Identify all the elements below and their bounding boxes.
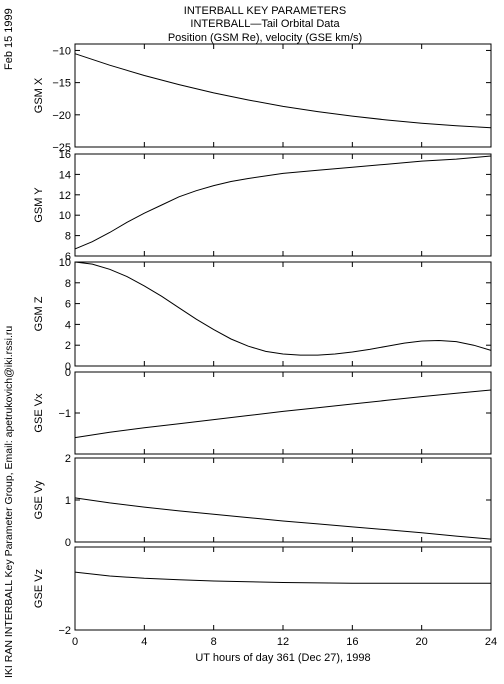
panel-1: −10 −15 −20 −25 GSM X [33,43,492,154]
x-tick-label: 8 [211,636,217,648]
x-tick-label: 24 [485,636,497,648]
panel-6: −2 GSE Vz [33,546,492,637]
y-tick-label: 2 [65,453,71,465]
y-tick-label: 6 [65,251,71,263]
y-tick-label: 16 [59,149,71,161]
chart-title-line-1: INTERBALL KEY PARAMETERS [184,5,346,17]
series-line [74,155,492,250]
x-axis-label: UT hours of day 361 (Dec 27), 1998 [195,652,370,664]
y-tick-label: −25 [52,142,71,154]
y-axis-label: GSM Y [33,187,45,223]
panel-4: 0 −1 GSE Vx [33,367,492,455]
x-tick-label: 12 [277,636,289,648]
series-line [74,389,492,439]
panel-frame [74,457,492,543]
chart-title-line-2: INTERBALL—Tail Orbital Data [190,18,340,30]
y-axis-label: GSE Vy [33,480,45,519]
y-tick-label: 8 [65,231,71,243]
x-tick-label: 4 [141,636,147,648]
y-axis-label: GSM Z [33,296,45,331]
y-tick-label: 0 [65,361,71,373]
y-tick-label: 2 [65,340,71,352]
series-line [74,497,492,540]
y-axis-label: GSM X [33,77,45,113]
x-tick-label: 16 [346,636,358,648]
panel-2: 6 8 10 12 14 16 GSM Y [33,149,492,263]
y-tick-label: −1 [58,408,71,420]
y-tick-label: 0 [65,367,71,379]
series-line [74,571,491,584]
y-tick-label: −2 [58,625,71,637]
credit-label: IKI RAN INTERBALL Key Parameter Group, E… [3,326,15,678]
panel-5: 0 1 2 GSE Vy [33,453,492,549]
panel-3: 0 2 4 6 8 10 GSM Z [33,257,492,373]
y-tick-label: 6 [65,299,71,311]
series-line [74,53,492,129]
y-tick-label: 10 [59,210,71,222]
series-line [74,261,492,356]
y-tick-label: −20 [52,110,71,122]
x-tick-label: 20 [416,636,428,648]
chart-title-line-3: Position (GSM Re), velocity (GSE km/s) [168,32,362,44]
y-tick-label: 12 [59,190,71,202]
y-axis-label: GSE Vx [33,393,45,433]
y-tick-label: −10 [52,45,71,57]
panel-frame [74,43,492,148]
y-tick-label: 4 [65,319,71,331]
panel-frame [74,371,492,455]
plot-date-label: Feb 15 1999 [3,8,15,70]
y-tick-label: 14 [59,169,71,181]
x-tick-label: 0 [72,636,78,648]
panel-frame [74,546,492,631]
y-tick-label: 1 [65,495,71,507]
y-tick-label: 8 [65,278,71,290]
y-axis-label: GSE Vz [33,569,45,608]
panel-frame [74,261,492,367]
y-tick-label: 0 [65,537,71,549]
y-tick-label: −15 [52,78,71,90]
panel-frame [74,153,492,257]
y-tick-label: 10 [59,257,71,269]
